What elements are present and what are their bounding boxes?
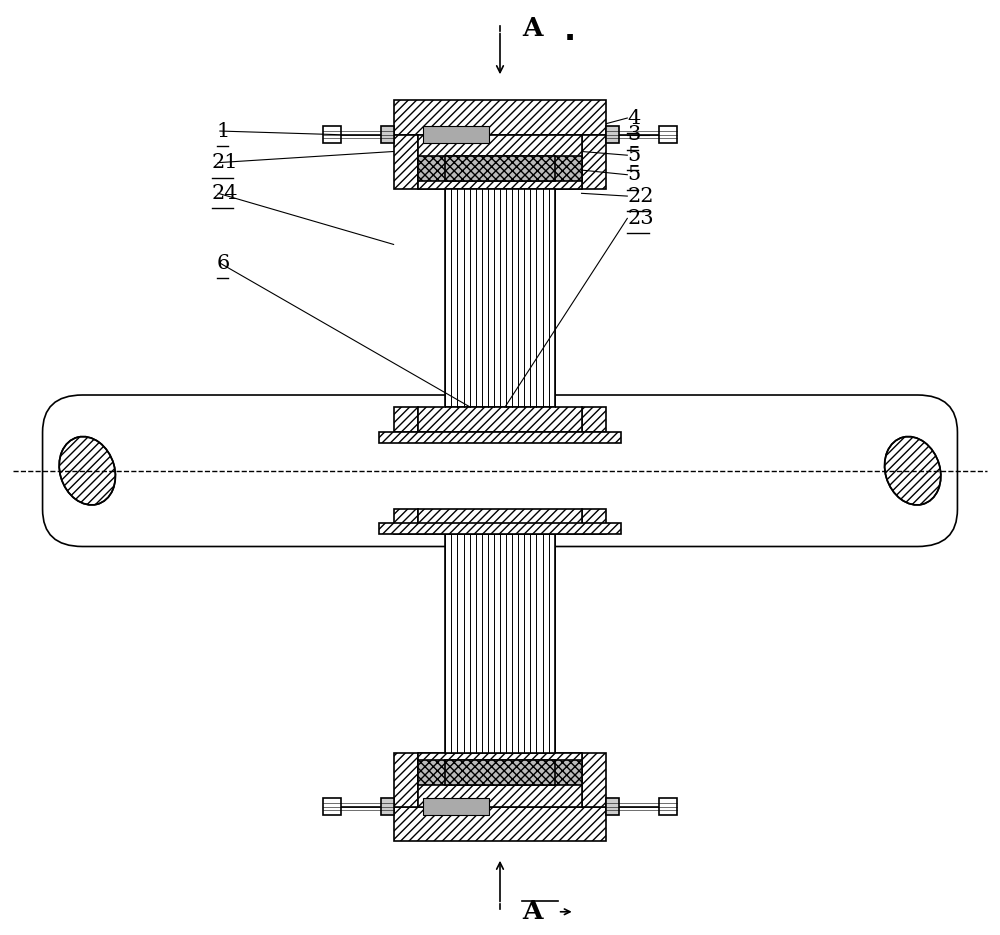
Bar <box>659 126 677 143</box>
Bar <box>423 798 489 815</box>
Bar <box>418 760 582 785</box>
Text: 4: 4 <box>627 108 641 127</box>
Bar <box>323 798 341 815</box>
Text: 22: 22 <box>627 187 654 206</box>
Text: 3: 3 <box>627 125 641 144</box>
Text: A: A <box>522 16 542 41</box>
Bar <box>418 156 582 181</box>
Bar <box>582 753 606 807</box>
Bar <box>418 135 582 189</box>
Bar <box>418 510 582 535</box>
Text: 24: 24 <box>212 184 238 203</box>
Text: 21: 21 <box>212 153 238 172</box>
Bar <box>606 798 619 815</box>
Text: .: . <box>564 16 576 47</box>
Bar <box>445 189 555 407</box>
Bar <box>659 798 677 815</box>
Text: 5: 5 <box>627 165 641 184</box>
Ellipse shape <box>59 437 115 505</box>
Bar <box>582 407 606 432</box>
Text: 6: 6 <box>217 253 230 272</box>
Bar <box>394 135 418 189</box>
Bar <box>394 753 418 807</box>
Bar <box>445 156 555 181</box>
Bar <box>381 798 394 815</box>
FancyBboxPatch shape <box>43 395 957 546</box>
Bar <box>582 510 606 535</box>
Bar <box>423 126 489 143</box>
Bar <box>418 407 582 432</box>
Ellipse shape <box>885 437 941 505</box>
Bar <box>323 126 341 143</box>
Bar <box>418 753 582 807</box>
Bar <box>445 535 555 753</box>
Text: A: A <box>522 899 542 925</box>
Bar <box>394 807 606 842</box>
Bar <box>381 126 394 143</box>
Bar <box>394 100 606 135</box>
Bar <box>394 407 418 432</box>
Text: 23: 23 <box>627 209 654 228</box>
Text: 1: 1 <box>217 122 230 140</box>
Text: 5: 5 <box>627 146 641 165</box>
Bar <box>606 126 619 143</box>
Bar <box>379 524 621 535</box>
Bar <box>379 432 621 443</box>
Bar <box>445 760 555 785</box>
Bar <box>582 135 606 189</box>
Bar <box>394 510 418 535</box>
